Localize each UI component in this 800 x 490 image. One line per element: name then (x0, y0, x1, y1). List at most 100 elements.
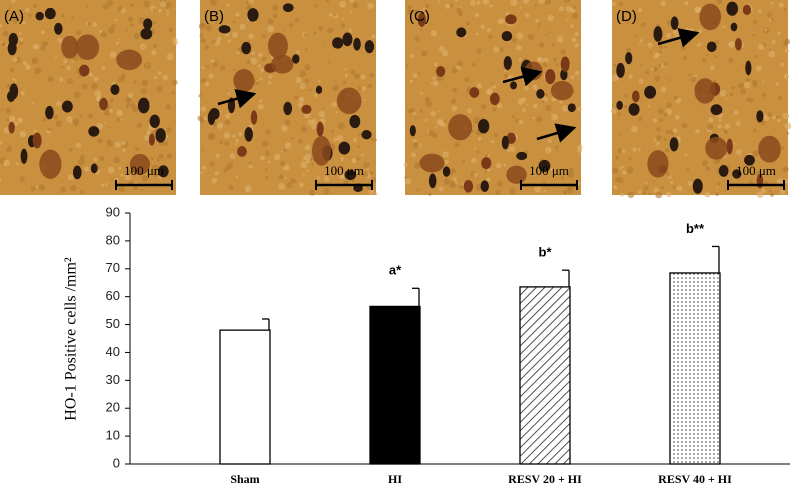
nucleus (155, 128, 166, 143)
grain (229, 153, 236, 159)
grain (763, 115, 770, 122)
grain (776, 178, 784, 186)
grain (496, 102, 503, 109)
grain (492, 84, 497, 89)
grain (54, 55, 58, 58)
grain (146, 130, 152, 135)
grain (676, 185, 683, 192)
grain (245, 188, 249, 192)
grain (28, 13, 32, 17)
grain (117, 6, 123, 12)
grain (0, 177, 2, 182)
grain (422, 6, 426, 10)
grain (327, 61, 330, 64)
grain (756, 65, 762, 72)
grain (404, 177, 412, 185)
grain (367, 83, 373, 89)
grain (471, 157, 477, 164)
grain (198, 94, 202, 98)
bar-chart: HO-1 Positive cells /mm² 0 10 20 30 40 50 60 70… (63, 204, 790, 486)
grain (325, 0, 330, 3)
grain (261, 33, 267, 39)
grain (521, 108, 526, 113)
grain (515, 45, 522, 51)
grain (735, 121, 741, 127)
grain (328, 12, 333, 17)
nucleus (32, 132, 42, 149)
grain (332, 137, 338, 142)
grain (612, 167, 619, 174)
grain (413, 138, 417, 143)
grain (544, 0, 552, 6)
grain (15, 162, 20, 166)
grain (96, 123, 104, 130)
grain (631, 125, 638, 133)
grain (419, 28, 423, 32)
nucleus (8, 121, 15, 134)
grain (361, 86, 367, 91)
grain (436, 118, 444, 126)
grain (480, 24, 485, 29)
grain (611, 1, 616, 6)
grain (143, 62, 151, 70)
grain (432, 132, 438, 139)
grain (126, 102, 131, 106)
nucleus (244, 126, 253, 142)
arrow (502, 66, 543, 87)
grain (264, 168, 268, 171)
grain (333, 13, 337, 17)
grain (745, 78, 750, 83)
grain (504, 73, 508, 78)
grain (127, 16, 134, 22)
nucleus (744, 154, 755, 166)
grain (455, 0, 459, 2)
grain (663, 62, 668, 67)
grain (637, 147, 641, 151)
grain (471, 62, 476, 67)
grain (209, 161, 215, 167)
grain (731, 110, 734, 113)
grain (433, 62, 438, 67)
grain (338, 122, 345, 130)
grain (8, 115, 16, 123)
grain (677, 135, 681, 139)
grain (318, 110, 326, 118)
grain (658, 64, 662, 67)
grain (556, 36, 564, 43)
cell-body (75, 34, 100, 61)
grain (541, 100, 545, 104)
nucleus (364, 40, 375, 54)
grain (134, 146, 139, 152)
grain (682, 55, 687, 60)
grain (272, 13, 278, 19)
grain (632, 147, 637, 152)
grain (124, 173, 132, 181)
bar (669, 272, 721, 465)
grain (510, 0, 518, 7)
y-tick-label: 20 (106, 400, 120, 415)
nucleus (503, 56, 512, 70)
grain (340, 23, 345, 28)
grain (665, 32, 672, 39)
grain (14, 121, 19, 126)
grain (300, 161, 308, 169)
nucleus (88, 126, 100, 137)
grain (533, 103, 538, 109)
grain (430, 111, 436, 117)
grain (412, 111, 416, 116)
grain (200, 106, 207, 112)
grain (462, 159, 466, 163)
nucleus (342, 32, 353, 47)
grain (519, 6, 523, 9)
grain (20, 91, 25, 96)
cell-body (694, 78, 716, 104)
grain (684, 27, 691, 35)
grain (715, 192, 720, 197)
grain (284, 176, 287, 180)
grain (725, 97, 728, 100)
grain (336, 134, 344, 142)
y-tick-label: 30 (106, 372, 120, 387)
grain (767, 12, 772, 18)
grain (433, 80, 439, 87)
grain (658, 50, 662, 54)
